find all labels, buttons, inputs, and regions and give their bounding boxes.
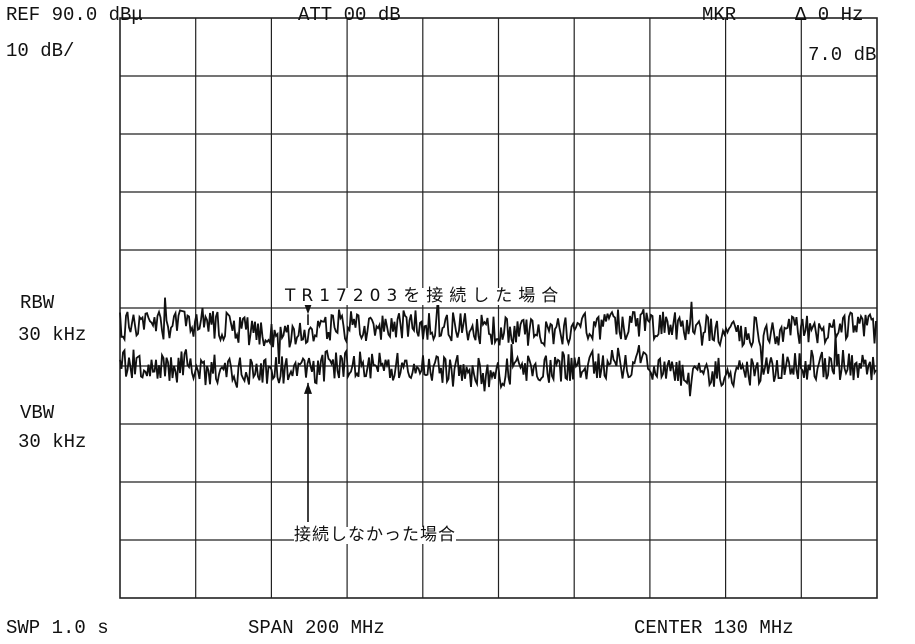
vbw-label: VBW [20,402,55,424]
arrow-to-lower-trace [304,382,312,522]
rbw-value: 30 kHz [18,324,87,346]
trace-with-device [119,296,877,368]
center-frequency-label: CENTER 130 MHz [634,617,794,639]
marker-label: MKR [702,4,737,26]
with-device-annotation: TR17203を接続した場合 [285,286,565,306]
rbw-label: RBW [20,292,55,314]
attenuation-label: ATT 00 dB [298,4,401,26]
without-device-annotation: 接続しなかった場合 [294,525,456,545]
graticule-grid [120,18,877,598]
arrow-to-upper-trace [304,303,312,325]
trace-without-device [119,333,877,397]
marker-delta-label: Δ 0 Hz [795,4,864,26]
marker-level-label: 7.0 dB [808,44,877,66]
ref-level-label: REF 90.0 dBμ [6,4,143,26]
scale-label: 10 dB/ [6,40,75,62]
vbw-value: 30 kHz [18,431,87,453]
sweep-time-label: SWP 1.0 s [6,617,109,639]
span-label: SPAN 200 MHz [248,617,385,639]
annotation-arrows [304,303,312,522]
trace-group [119,296,877,397]
